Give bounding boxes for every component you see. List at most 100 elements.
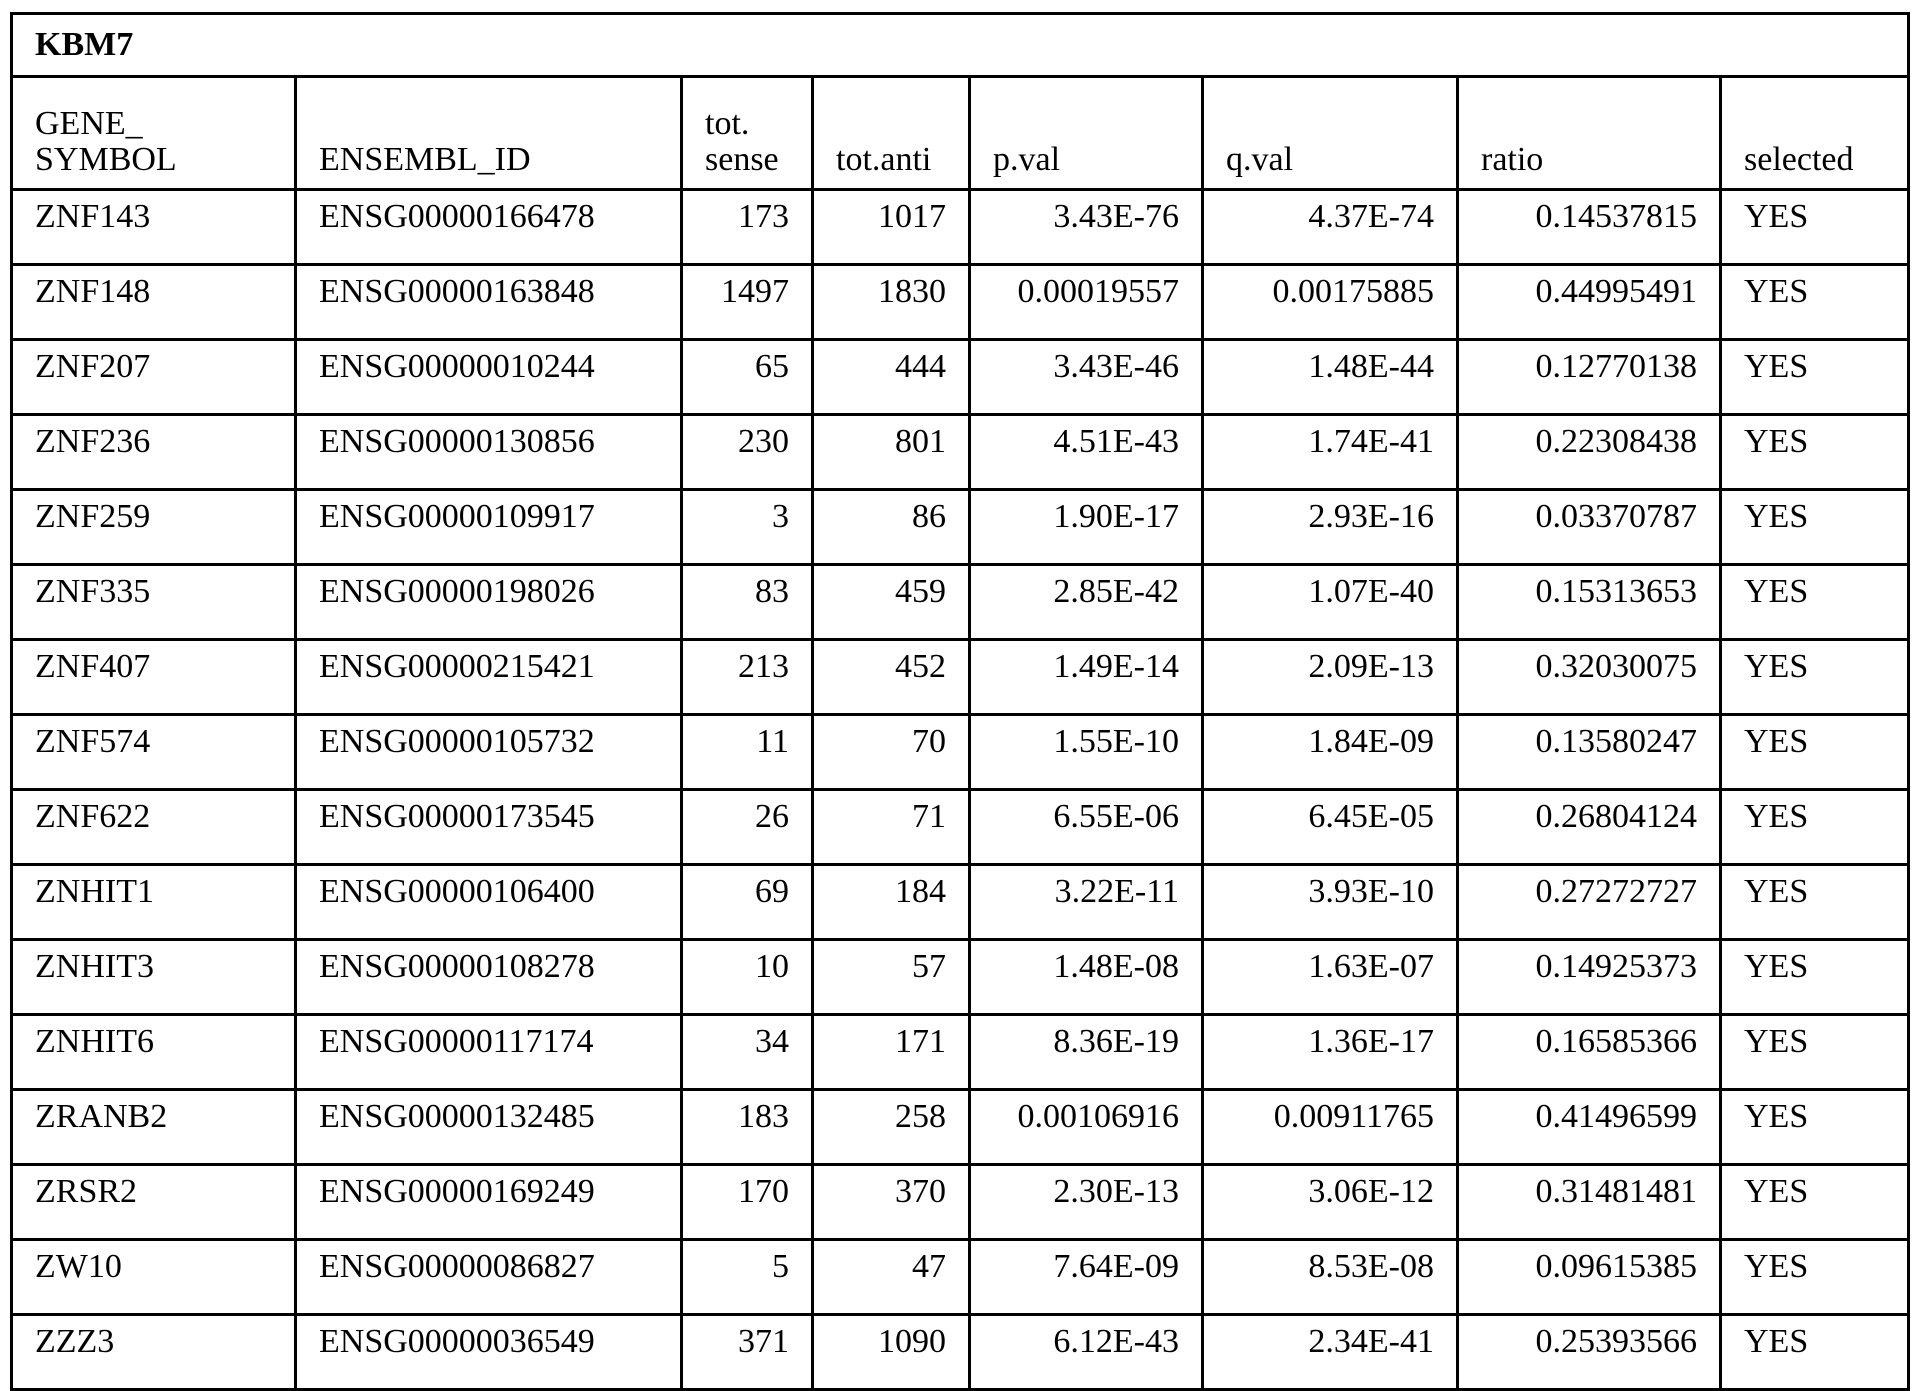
cell-q-val: 1.74E-41 <box>1203 415 1458 490</box>
cell-gene-symbol: ZRANB2 <box>12 1090 296 1165</box>
cell-ratio: 0.15313653 <box>1458 565 1721 640</box>
cell-q-val: 1.63E-07 <box>1203 940 1458 1015</box>
cell-selected: YES <box>1721 565 1909 640</box>
cell-gene-symbol: ZNF143 <box>12 190 296 265</box>
cell-ratio: 0.32030075 <box>1458 640 1721 715</box>
cell-selected: YES <box>1721 865 1909 940</box>
cell-selected: YES <box>1721 790 1909 865</box>
cell-selected: YES <box>1721 1315 1909 1390</box>
table-row: ZNF143ENSG0000016647817310173.43E-764.37… <box>12 190 1909 265</box>
cell-tot-sense: 371 <box>682 1315 813 1390</box>
table-row: ZNF574ENSG0000010573211701.55E-101.84E-0… <box>12 715 1909 790</box>
column-header-tot-sense: tot.sense <box>682 77 813 190</box>
cell-q-val: 8.53E-08 <box>1203 1240 1458 1315</box>
column-header-ratio: ratio <box>1458 77 1721 190</box>
cell-tot-sense: 230 <box>682 415 813 490</box>
cell-tot-sense: 69 <box>682 865 813 940</box>
cell-q-val: 2.34E-41 <box>1203 1315 1458 1390</box>
cell-tot-anti: 171 <box>813 1015 970 1090</box>
cell-q-val: 4.37E-74 <box>1203 190 1458 265</box>
header-line: selected <box>1744 142 1885 178</box>
cell-gene-symbol: ZNHIT1 <box>12 865 296 940</box>
cell-p-val: 2.85E-42 <box>970 565 1203 640</box>
table-row: ZNF622ENSG0000017354526716.55E-066.45E-0… <box>12 790 1909 865</box>
cell-selected: YES <box>1721 715 1909 790</box>
cell-ensembl-id: ENSG00000215421 <box>296 640 682 715</box>
cell-tot-anti: 86 <box>813 490 970 565</box>
cell-gene-symbol: ZNF335 <box>12 565 296 640</box>
table-body: ZNF143ENSG0000016647817310173.43E-764.37… <box>12 190 1909 1390</box>
cell-q-val: 0.00175885 <box>1203 265 1458 340</box>
header-line: ratio <box>1481 142 1697 178</box>
cell-p-val: 6.12E-43 <box>970 1315 1203 1390</box>
header-line: q.val <box>1226 142 1434 178</box>
cell-ratio: 0.12770138 <box>1458 340 1721 415</box>
cell-selected: YES <box>1721 190 1909 265</box>
header-line <box>1744 106 1885 142</box>
table-row: ZNHIT1ENSG00000106400691843.22E-113.93E-… <box>12 865 1909 940</box>
column-header-ensembl-id: ENSEMBL_ID <box>296 77 682 190</box>
cell-selected: YES <box>1721 490 1909 565</box>
table-row: ZNHIT6ENSG00000117174341718.36E-191.36E-… <box>12 1015 1909 1090</box>
cell-ensembl-id: ENSG00000108278 <box>296 940 682 1015</box>
cell-gene-symbol: ZZZ3 <box>12 1315 296 1390</box>
cell-p-val: 3.43E-46 <box>970 340 1203 415</box>
cell-tot-anti: 1017 <box>813 190 970 265</box>
cell-gene-symbol: ZNF148 <box>12 265 296 340</box>
cell-p-val: 1.48E-08 <box>970 940 1203 1015</box>
cell-p-val: 4.51E-43 <box>970 415 1203 490</box>
header-line: tot. <box>705 106 789 142</box>
header-line: GENE_ <box>35 106 272 142</box>
header-line: p.val <box>993 142 1179 178</box>
cell-ensembl-id: ENSG00000010244 <box>296 340 682 415</box>
cell-ratio: 0.16585366 <box>1458 1015 1721 1090</box>
cell-tot-sense: 10 <box>682 940 813 1015</box>
cell-q-val: 1.07E-40 <box>1203 565 1458 640</box>
cell-q-val: 1.36E-17 <box>1203 1015 1458 1090</box>
cell-ratio: 0.31481481 <box>1458 1165 1721 1240</box>
cell-ensembl-id: ENSG00000086827 <box>296 1240 682 1315</box>
table-row: ZNF335ENSG00000198026834592.85E-421.07E-… <box>12 565 1909 640</box>
header-line: tot.anti <box>836 142 946 178</box>
cell-tot-anti: 70 <box>813 715 970 790</box>
table-row: ZRSR2ENSG000001692491703702.30E-133.06E-… <box>12 1165 1909 1240</box>
header-line <box>1481 106 1697 142</box>
cell-selected: YES <box>1721 265 1909 340</box>
cell-ensembl-id: ENSG00000036549 <box>296 1315 682 1390</box>
cell-ratio: 0.09615385 <box>1458 1240 1721 1315</box>
cell-q-val: 6.45E-05 <box>1203 790 1458 865</box>
table-row: ZNHIT3ENSG0000010827810571.48E-081.63E-0… <box>12 940 1909 1015</box>
cell-ratio: 0.03370787 <box>1458 490 1721 565</box>
cell-tot-anti: 47 <box>813 1240 970 1315</box>
cell-tot-sense: 3 <box>682 490 813 565</box>
cell-tot-sense: 173 <box>682 190 813 265</box>
cell-selected: YES <box>1721 940 1909 1015</box>
cell-selected: YES <box>1721 1240 1909 1315</box>
cell-q-val: 1.48E-44 <box>1203 340 1458 415</box>
header-line: ENSEMBL_ID <box>319 142 658 178</box>
column-header-selected: selected <box>1721 77 1909 190</box>
column-header-tot-anti: tot.anti <box>813 77 970 190</box>
cell-tot-anti: 801 <box>813 415 970 490</box>
table-title-row: KBM7 <box>12 14 1909 77</box>
cell-q-val: 2.93E-16 <box>1203 490 1458 565</box>
cell-q-val: 1.84E-09 <box>1203 715 1458 790</box>
cell-gene-symbol: ZW10 <box>12 1240 296 1315</box>
cell-selected: YES <box>1721 640 1909 715</box>
cell-ratio: 0.14925373 <box>1458 940 1721 1015</box>
cell-tot-anti: 444 <box>813 340 970 415</box>
cell-ratio: 0.44995491 <box>1458 265 1721 340</box>
cell-ensembl-id: ENSG00000130856 <box>296 415 682 490</box>
cell-ensembl-id: ENSG00000109917 <box>296 490 682 565</box>
cell-tot-sense: 65 <box>682 340 813 415</box>
cell-ensembl-id: ENSG00000163848 <box>296 265 682 340</box>
header-line <box>836 106 946 142</box>
cell-ratio: 0.14537815 <box>1458 190 1721 265</box>
cell-q-val: 0.00911765 <box>1203 1090 1458 1165</box>
cell-ensembl-id: ENSG00000132485 <box>296 1090 682 1165</box>
cell-p-val: 3.22E-11 <box>970 865 1203 940</box>
header-line <box>993 106 1179 142</box>
header-line: sense <box>705 142 789 178</box>
cell-q-val: 2.09E-13 <box>1203 640 1458 715</box>
cell-p-val: 7.64E-09 <box>970 1240 1203 1315</box>
